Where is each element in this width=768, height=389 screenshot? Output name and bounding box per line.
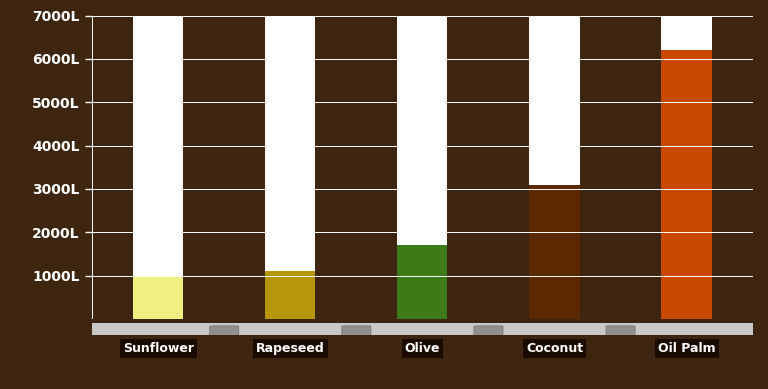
Text: Oil Palm: Oil Palm [657,342,716,355]
Bar [133,276,184,319]
FancyBboxPatch shape [606,326,635,341]
Bar [265,271,316,319]
FancyBboxPatch shape [474,326,503,341]
Bar [397,16,448,319]
Bar [133,16,184,319]
Text: Sunflower: Sunflower [123,342,194,355]
Bar [529,185,580,319]
Text: Rapeseed: Rapeseed [256,342,325,355]
Bar [661,16,712,319]
Bar [529,16,580,319]
Text: Olive: Olive [405,342,440,355]
FancyBboxPatch shape [342,326,371,341]
Bar [661,50,712,319]
FancyBboxPatch shape [210,326,239,341]
Bar [265,16,316,319]
Bar [397,245,448,319]
Text: Coconut: Coconut [526,342,583,355]
